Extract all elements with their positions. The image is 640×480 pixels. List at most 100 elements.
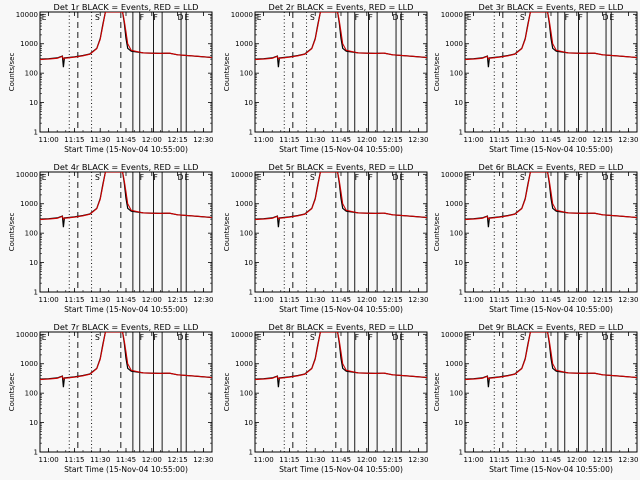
- flag-label: E: [42, 173, 47, 182]
- panel-6: Det 6r BLACK = Events, RED = LLD Counts/s…: [433, 162, 638, 314]
- y-tick-label: 1000: [235, 200, 253, 208]
- y-tick-label: 100: [240, 390, 253, 398]
- panel-title: Det 4r BLACK = Events, RED = LLD: [54, 162, 199, 172]
- y-tick-label: 1000: [235, 360, 253, 368]
- series-lld-line: [40, 332, 212, 381]
- flag-label: F: [369, 333, 373, 342]
- flag-label: D: [178, 333, 184, 342]
- flag-label: F: [565, 13, 569, 22]
- flag-label: F: [579, 13, 583, 22]
- series-group: [255, 172, 427, 228]
- flag-label: E: [184, 333, 189, 342]
- y-tick-label: 10: [244, 259, 253, 267]
- x-tick-label: 12:00: [357, 136, 377, 144]
- y-tick-label: 10: [454, 99, 463, 107]
- x-tick-label: 11:30: [515, 456, 535, 464]
- panel-title: Det 7r BLACK = Events, RED = LLD: [54, 322, 199, 332]
- flag-label: S: [310, 173, 315, 182]
- flag-label: F: [154, 13, 158, 22]
- y-tick-label: 10: [29, 259, 38, 267]
- x-tick-label: 12:30: [618, 296, 638, 304]
- series-lld-line: [255, 12, 427, 61]
- flag-label: F: [565, 333, 569, 342]
- y-tick-label: 10: [29, 419, 38, 427]
- x-tick-label: 11:45: [116, 456, 136, 464]
- y-axis-label: Counts/sec: [8, 213, 16, 252]
- x-tick-label: 12:15: [593, 136, 613, 144]
- x-axis-label: Start Time (15-Nov-04 10:55:00): [489, 465, 613, 474]
- flag-label: F: [355, 173, 359, 182]
- flag-label: E: [467, 333, 472, 342]
- y-tick-label: 100: [450, 70, 463, 78]
- flag-label: F: [355, 13, 359, 22]
- flag-label: F: [140, 333, 144, 342]
- y-tick-label: 10000: [16, 11, 38, 19]
- y-tick-label: 10: [454, 419, 463, 427]
- x-tick-label: 11:30: [305, 136, 325, 144]
- series-lld-line: [465, 172, 637, 221]
- y-tick-label: 1: [249, 289, 253, 297]
- panel-3: Det 3r BLACK = Events, RED = LLD Counts/s…: [433, 2, 638, 154]
- flag-label: E: [467, 13, 472, 22]
- x-tick-label: 11:30: [305, 456, 325, 464]
- panel-title: Det 9r BLACK = Events, RED = LLD: [479, 322, 624, 332]
- flag-label: D: [393, 173, 399, 182]
- x-tick-label: 12:00: [567, 296, 587, 304]
- x-axis-label: Start Time (15-Nov-04 10:55:00): [279, 305, 403, 314]
- flag-label: D: [393, 333, 399, 342]
- series-group: [40, 12, 212, 68]
- y-tick-label: 1: [459, 449, 463, 457]
- y-tick-label: 10000: [16, 331, 38, 339]
- x-tick-label: 12:30: [193, 456, 213, 464]
- flag-label: S: [520, 13, 525, 22]
- series-lld-line: [255, 172, 427, 221]
- x-tick-label: 12:15: [383, 456, 403, 464]
- series-group: [465, 332, 637, 388]
- flag-label: E: [609, 173, 614, 182]
- flag-label: E: [399, 13, 404, 22]
- series-group: [255, 12, 427, 68]
- x-tick-label: 12:15: [168, 136, 188, 144]
- x-tick-label: 11:00: [464, 456, 484, 464]
- x-axis-label: Start Time (15-Nov-04 10:55:00): [64, 145, 188, 154]
- x-tick-label: 11:45: [541, 136, 561, 144]
- y-tick-label: 1000: [235, 40, 253, 48]
- y-tick-label: 1: [34, 129, 38, 137]
- flag-label: F: [369, 13, 373, 22]
- flag-label: F: [579, 173, 583, 182]
- x-tick-label: 11:00: [39, 136, 59, 144]
- y-tick-label: 1000: [20, 40, 38, 48]
- y-tick-label: 1: [249, 449, 253, 457]
- x-tick-label: 11:45: [116, 296, 136, 304]
- x-tick-label: 11:15: [64, 136, 84, 144]
- y-tick-label: 10000: [441, 171, 463, 179]
- panel-2: Det 2r BLACK = Events, RED = LLD Counts/s…: [223, 2, 428, 154]
- x-tick-label: 12:30: [618, 456, 638, 464]
- flag-label: F: [369, 173, 373, 182]
- flag-label: E: [257, 13, 262, 22]
- y-axis-label: Counts/sec: [433, 373, 441, 412]
- panel-5: Det 5r BLACK = Events, RED = LLD Counts/s…: [223, 162, 428, 314]
- series-lld-line: [465, 332, 637, 381]
- y-tick-label: 10: [244, 99, 253, 107]
- y-tick-label: 1: [459, 129, 463, 137]
- y-tick-label: 10: [454, 259, 463, 267]
- x-tick-label: 11:15: [279, 136, 299, 144]
- y-axis-label: Counts/sec: [8, 373, 16, 412]
- flag-label: E: [257, 173, 262, 182]
- flag-label: D: [178, 173, 184, 182]
- series-lld-line: [40, 12, 212, 61]
- flag-label: E: [257, 333, 262, 342]
- panel-4: Det 4r BLACK = Events, RED = LLD Counts/s…: [8, 162, 213, 314]
- y-tick-label: 1000: [20, 200, 38, 208]
- x-tick-label: 12:15: [383, 296, 403, 304]
- series-lld-line: [40, 172, 212, 221]
- flag-label: E: [42, 13, 47, 22]
- y-tick-label: 10000: [231, 171, 253, 179]
- x-tick-label: 11:45: [331, 456, 351, 464]
- x-tick-label: 12:15: [593, 456, 613, 464]
- flag-label: S: [95, 13, 100, 22]
- panel-title: Det 1r BLACK = Events, RED = LLD: [54, 2, 199, 12]
- flag-label: F: [140, 173, 144, 182]
